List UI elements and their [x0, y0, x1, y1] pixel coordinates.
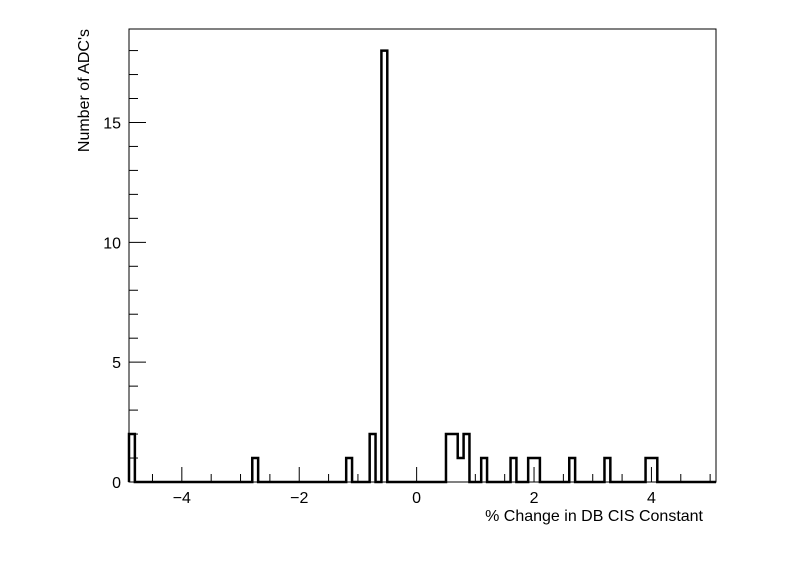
x-tick-label: −2	[290, 490, 308, 507]
y-axis-title: Number of ADC's	[76, 29, 93, 152]
histogram-layer	[127, 49, 716, 484]
y-tick-label: 15	[103, 115, 121, 132]
axes-layer: −4 −2 0 2 4 0 5 10 15	[103, 50, 711, 507]
x-tick-label: 0	[412, 490, 421, 507]
x-axis-title: % Change in DB CIS Constant	[485, 508, 703, 525]
x-tick-label: 2	[530, 490, 539, 507]
y-tick-label: 5	[112, 355, 121, 372]
y-tick-label: 0	[112, 475, 121, 492]
x-tick-label: 4	[647, 490, 656, 507]
y-tick-label: 10	[103, 235, 121, 252]
histogram-outline	[127, 49, 716, 484]
plot-frame	[128, 28, 717, 483]
histogram-bin	[458, 458, 464, 482]
x-tick-label: −4	[173, 490, 191, 507]
